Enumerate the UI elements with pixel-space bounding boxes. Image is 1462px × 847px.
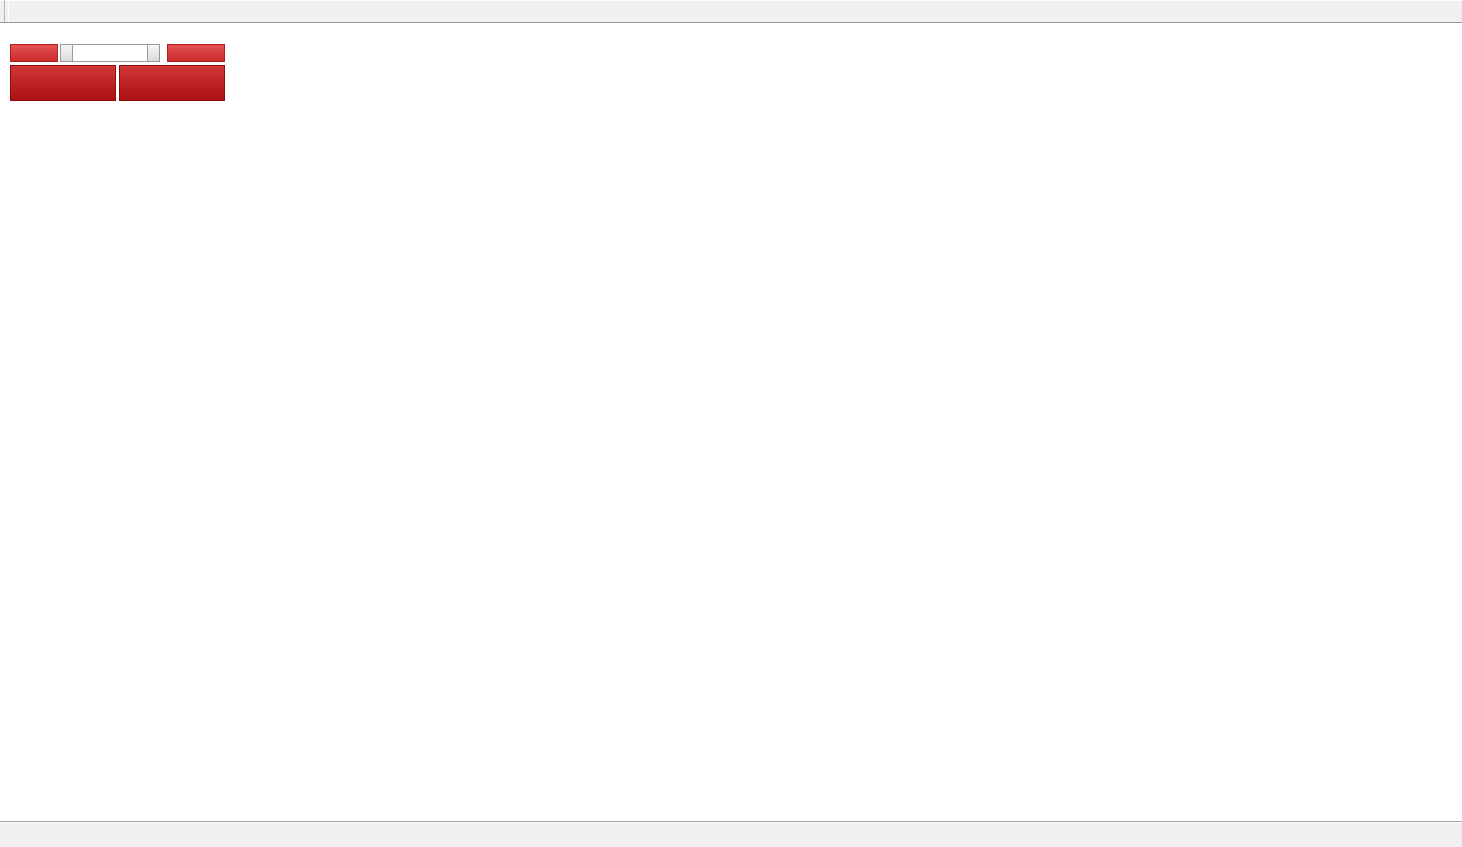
- volume-input[interactable]: [73, 44, 147, 62]
- one-click-trading-panel: [10, 44, 225, 101]
- price-chart[interactable]: [5, 29, 1420, 801]
- buy-button[interactable]: [167, 44, 225, 62]
- volume-decrease-button[interactable]: [60, 44, 73, 62]
- sell-price-box[interactable]: [10, 65, 116, 101]
- sell-button[interactable]: [10, 44, 58, 62]
- toolbar-separator: [4, 0, 9, 22]
- buy-price-box[interactable]: [119, 65, 225, 101]
- volume-increase-button[interactable]: [147, 44, 160, 62]
- timeframe-toolbar: [0, 0, 1462, 23]
- chart-tab-bar: [0, 821, 1462, 847]
